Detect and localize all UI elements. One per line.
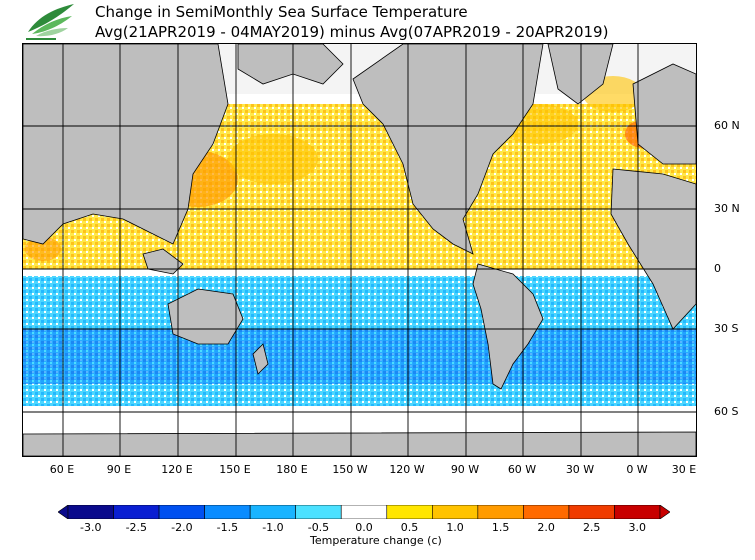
lon-label-150e: 150 E <box>219 463 251 476</box>
graticule <box>23 44 696 456</box>
colorbar-tick-label: 3.0 <box>628 521 646 534</box>
lon-label-30w: 30 W <box>565 463 595 476</box>
land-antarctica <box>23 431 696 456</box>
lon-label-150w: 150 W <box>332 463 368 476</box>
agency-logo <box>26 4 74 40</box>
lat-label-60n: 60 N <box>714 119 740 132</box>
colorbar-swatch <box>204 505 251 519</box>
colorbar-swatch <box>386 505 433 519</box>
colorbar-tick-label: -1.0 <box>262 521 284 534</box>
colorbar-swatch <box>158 505 205 519</box>
lon-label-180e: 180 E <box>276 463 308 476</box>
colorbar-tick-label: 0.5 <box>400 521 419 534</box>
colorbar-unit-label: Temperature change (c) <box>310 534 442 547</box>
lon-label-90w: 90 W <box>450 463 480 476</box>
lon-label-60w: 60 W <box>507 463 537 476</box>
land-new-zealand <box>252 343 269 375</box>
colorbar-swatch <box>432 505 479 519</box>
colorbar-tick-label: 1.0 <box>446 521 464 534</box>
lat-label-30s: 30 S <box>714 322 739 335</box>
lon-label-0w: 0 W <box>626 463 648 476</box>
colorbar-tick-label: -1.5 <box>216 521 239 534</box>
colorbar-arrow-low <box>58 505 69 519</box>
colorbar-swatch <box>568 505 615 519</box>
colorbar-swatch <box>523 505 570 519</box>
land-siberia-east <box>237 44 344 85</box>
colorbar-tick-label: -2.0 <box>171 521 193 534</box>
hotspot-north-pacific <box>228 134 318 184</box>
sst-anomaly-map <box>22 43 697 457</box>
colorbar <box>58 505 670 519</box>
land-north-america <box>352 44 544 255</box>
lat-label-60s: 60 S <box>714 405 739 418</box>
colorbar-tick-label: -3.0 <box>80 521 102 534</box>
land-south-america <box>472 263 544 390</box>
lon-label-120w: 120 W <box>389 463 425 476</box>
land-australia <box>167 288 244 345</box>
colorbar-tick-label: -0.5 <box>307 521 330 534</box>
colorbar-swatch <box>249 505 296 519</box>
colorbar-swatch <box>477 505 524 519</box>
colorbar-tick-label: -2.5 <box>125 521 148 534</box>
title-line-1: Change in SemiMonthly Sea Surface Temper… <box>95 3 468 21</box>
colorbar-tick-label: 2.5 <box>582 521 601 534</box>
colorbar-swatch <box>67 505 114 519</box>
land-eurasia <box>23 44 229 245</box>
colorbar-swatch <box>340 505 388 519</box>
colorbar-tick-label: 2.0 <box>537 521 555 534</box>
title-line-2: Avg(21APR2019 - 04MAY2019) minus Avg(07A… <box>95 23 609 41</box>
colorbar-swatch <box>295 505 342 519</box>
chart-title: Change in SemiMonthly Sea Surface Temper… <box>95 2 608 42</box>
lon-label-30e: 30 E <box>671 463 697 476</box>
land-greenland <box>547 44 614 105</box>
lat-label-30n: 30 N <box>714 202 740 215</box>
colorbar-tick-label: 0.0 <box>355 521 373 534</box>
colorbar-arrow-high <box>659 505 670 519</box>
colorbar-swatch <box>113 505 160 519</box>
lon-label-60e: 60 E <box>49 463 75 476</box>
colorbar-swatch <box>614 505 661 519</box>
hotspot-arabian-sea <box>25 237 61 261</box>
map-canvas <box>23 44 696 456</box>
lat-label-0: 0 <box>714 262 721 275</box>
lon-label-120e: 120 E <box>161 463 193 476</box>
colorbar-tick-label: 1.5 <box>491 521 510 534</box>
southern-deep-cool-band <box>23 329 696 384</box>
lon-label-90e: 90 E <box>106 463 132 476</box>
